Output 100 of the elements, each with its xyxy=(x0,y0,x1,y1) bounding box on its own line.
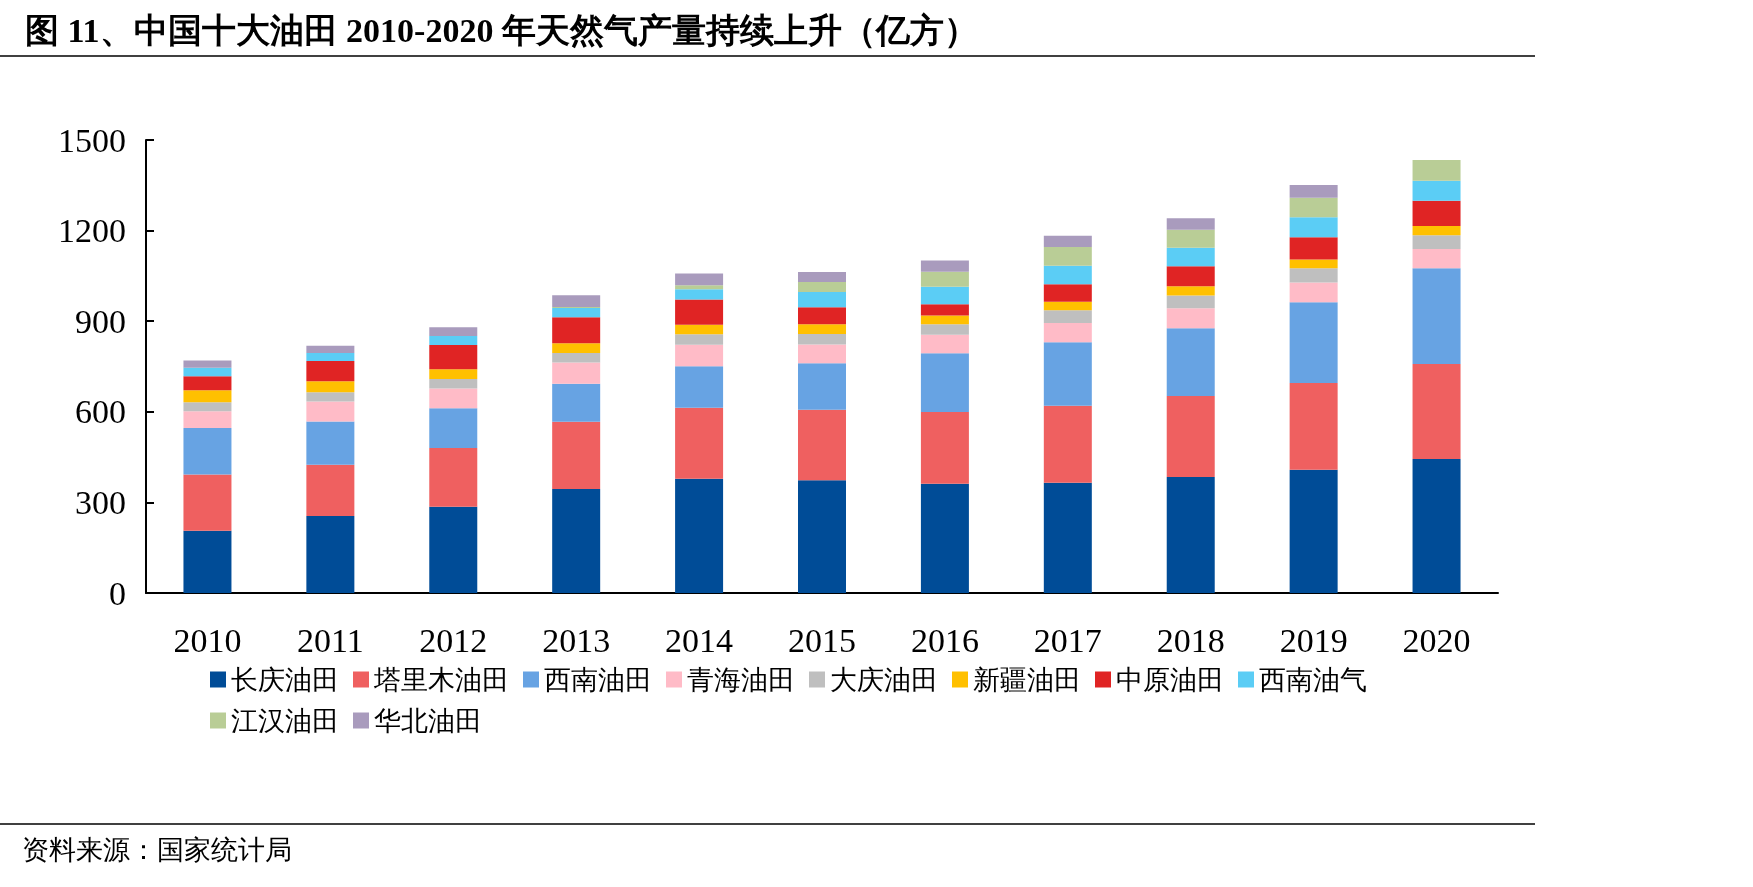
bar xyxy=(920,304,969,316)
bar xyxy=(552,343,601,353)
y-tick-label: 0 xyxy=(109,574,126,612)
legend-label: 青海油田 xyxy=(687,664,795,695)
legend-label: 长庆油田 xyxy=(231,664,339,695)
bar xyxy=(675,334,724,345)
bar xyxy=(1043,482,1092,593)
x-tick-label: 2014 xyxy=(665,621,734,659)
bar xyxy=(552,421,601,490)
bar xyxy=(1412,226,1461,236)
x-tick-label: 2016 xyxy=(910,621,979,659)
bar xyxy=(552,489,601,593)
bar xyxy=(920,412,969,484)
bar xyxy=(1166,328,1215,397)
bar xyxy=(306,381,355,393)
legend-label: 江汉油田 xyxy=(231,705,339,736)
legend-label: 新疆油田 xyxy=(973,664,1081,695)
bar xyxy=(1289,217,1338,238)
bar xyxy=(1412,200,1461,227)
bar xyxy=(675,407,724,479)
bar xyxy=(1166,286,1215,296)
bar xyxy=(920,315,969,325)
legend-label: 华北油田 xyxy=(374,705,482,736)
bar xyxy=(429,388,478,409)
bar xyxy=(675,285,724,290)
bar xyxy=(429,506,478,593)
bar xyxy=(1412,268,1461,365)
bar xyxy=(306,345,355,353)
y-tick-label: 900 xyxy=(75,302,126,340)
bar xyxy=(798,281,846,292)
bar xyxy=(1412,159,1461,181)
bar xyxy=(920,353,969,413)
bar xyxy=(798,291,846,308)
bar xyxy=(183,411,232,429)
bar xyxy=(675,366,724,408)
bar xyxy=(1166,247,1215,267)
bar xyxy=(1043,405,1092,483)
bar xyxy=(798,271,846,282)
bar xyxy=(1043,310,1092,324)
bar xyxy=(1043,235,1092,247)
bar xyxy=(1166,266,1215,287)
bar xyxy=(1289,268,1338,283)
bar xyxy=(1412,235,1461,250)
legend-label: 中原油田 xyxy=(1116,664,1224,695)
bar xyxy=(675,324,724,335)
bar xyxy=(552,383,601,422)
bar xyxy=(1289,185,1338,198)
bar xyxy=(920,260,969,272)
bar xyxy=(1166,229,1215,248)
bar xyxy=(1043,323,1092,343)
bar xyxy=(306,352,355,362)
x-tick-label: 2010 xyxy=(173,621,242,659)
bar xyxy=(183,428,232,475)
bar xyxy=(306,361,355,382)
bar xyxy=(798,333,846,345)
bar xyxy=(1289,237,1338,260)
bar xyxy=(429,378,478,389)
x-tick-label: 2011 xyxy=(296,621,364,659)
bar xyxy=(183,367,232,377)
bar xyxy=(920,286,969,305)
bar xyxy=(675,289,724,300)
bar xyxy=(798,409,846,481)
bar xyxy=(429,336,478,346)
chart-title: 图 11、中国十大油田 2010-2020 年天然气产量持续上升（亿方） xyxy=(25,11,978,49)
bar xyxy=(1043,265,1092,285)
bar xyxy=(183,474,232,531)
bar xyxy=(675,299,724,325)
x-tick-label: 2017 xyxy=(1033,621,1102,659)
bar xyxy=(1043,284,1092,302)
bar xyxy=(798,307,846,325)
x-tick-label: 2020 xyxy=(1402,621,1471,659)
bar xyxy=(552,352,601,363)
bar xyxy=(1412,364,1461,459)
bar xyxy=(183,376,232,391)
bar xyxy=(1166,295,1215,309)
bar xyxy=(429,327,478,336)
bar xyxy=(920,334,969,354)
bar xyxy=(1043,246,1092,266)
bar xyxy=(306,401,355,422)
legend-label: 西南油田 xyxy=(544,664,652,695)
bar xyxy=(306,515,355,593)
bar xyxy=(306,392,355,402)
x-tick-label: 2013 xyxy=(542,621,611,659)
y-tick-label: 300 xyxy=(75,483,126,521)
bar xyxy=(1412,458,1461,593)
bar xyxy=(675,478,724,593)
legend-label: 塔里木油田 xyxy=(373,664,509,695)
y-tick-label: 600 xyxy=(75,393,126,431)
bar xyxy=(1289,383,1338,470)
bar xyxy=(920,483,969,593)
bar xyxy=(1043,342,1092,406)
bar xyxy=(552,362,601,384)
bar xyxy=(183,360,232,368)
bar xyxy=(1289,259,1338,269)
bar xyxy=(1289,302,1338,384)
bar xyxy=(798,344,846,364)
bar xyxy=(183,390,232,403)
bar xyxy=(798,363,846,410)
bar xyxy=(1289,197,1338,218)
text: 资料来源：国家统计局 xyxy=(22,834,292,865)
